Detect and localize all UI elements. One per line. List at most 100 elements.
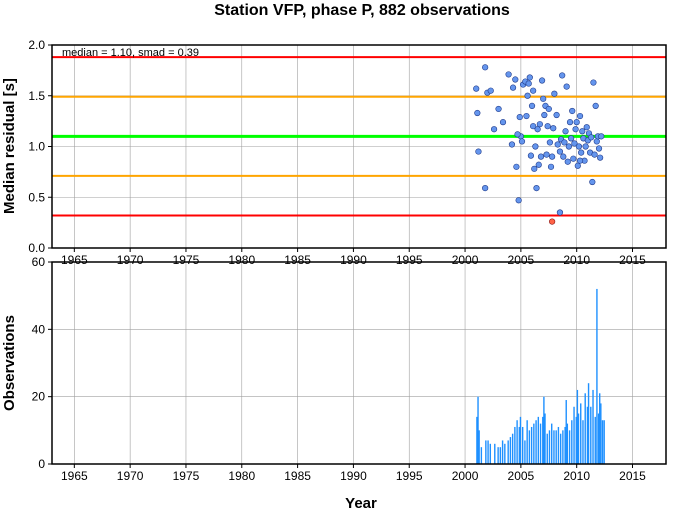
observation-bar bbox=[600, 403, 602, 464]
residual-point bbox=[566, 119, 574, 126]
residual-point bbox=[509, 84, 517, 91]
residual-point bbox=[576, 112, 584, 120]
residual-point bbox=[571, 140, 578, 147]
residual-point bbox=[568, 135, 575, 142]
residual-point bbox=[524, 92, 531, 99]
observation-bar bbox=[568, 430, 571, 464]
residual-point bbox=[482, 64, 489, 71]
observation-bar bbox=[477, 396, 479, 464]
residual-point bbox=[590, 79, 597, 86]
x-tick-label: 2005 bbox=[508, 469, 535, 483]
observation-bar bbox=[537, 416, 540, 464]
x-tick-label: 1980 bbox=[228, 469, 255, 483]
residual-point bbox=[576, 157, 584, 164]
x-tick-label: 2000 bbox=[452, 469, 479, 483]
residual-point bbox=[514, 131, 521, 138]
observation-bar bbox=[526, 420, 528, 464]
x-tick-label: 2015 bbox=[619, 469, 646, 483]
residual-point bbox=[551, 90, 558, 97]
residual-point bbox=[574, 162, 581, 169]
observation-bar bbox=[559, 433, 562, 464]
residual-point bbox=[559, 72, 566, 79]
residual-point bbox=[526, 74, 533, 81]
observation-bar bbox=[562, 430, 564, 464]
observation-bar bbox=[497, 447, 499, 464]
residual-point bbox=[550, 125, 557, 132]
residual-points bbox=[473, 64, 605, 225]
residual-point bbox=[588, 134, 595, 141]
residual-point bbox=[597, 154, 604, 161]
residual-point bbox=[535, 161, 542, 168]
residual-point bbox=[474, 109, 481, 117]
x-tick-label: 1965 bbox=[61, 469, 88, 483]
x-axis-label: Year bbox=[345, 495, 377, 511]
observation-bar bbox=[571, 420, 573, 464]
residual-point bbox=[540, 95, 547, 102]
y-tick-label: 0.5 bbox=[28, 190, 45, 204]
residual-point bbox=[553, 111, 560, 119]
residual-point bbox=[578, 149, 585, 156]
observations-y-label: Observations bbox=[1, 315, 18, 411]
observations-x-ticks: 1965 1970 1975 1980 1985 1990 1995 2000 2005 2010… bbox=[61, 464, 646, 483]
observation-bar bbox=[544, 413, 546, 464]
observation-bar bbox=[557, 426, 560, 464]
y-tick-label: 0.0 bbox=[28, 241, 45, 255]
observations-panel: 0 20 40 60 1965 1970 1975 1980 1985 1990 1995 2000… bbox=[1, 255, 667, 483]
residual-x-ticks: 1965 1970 1975 1980 1985 1990 1995 2000 2005 2010… bbox=[61, 248, 646, 267]
y-tick-label: 40 bbox=[32, 322, 46, 336]
observation-bar bbox=[566, 423, 569, 464]
median-annotation: median = 1.10, smad = 0.39 bbox=[62, 47, 199, 59]
observation-bar bbox=[511, 433, 514, 464]
observation-bar bbox=[555, 430, 557, 464]
observation-bar bbox=[599, 393, 601, 464]
y-tick-label: 1.0 bbox=[28, 140, 45, 154]
x-tick-label: 1965 bbox=[61, 253, 88, 267]
reference-lines bbox=[52, 56, 666, 217]
observation-bar bbox=[603, 420, 605, 464]
observation-bars bbox=[476, 288, 605, 464]
x-tick-label: 2015 bbox=[619, 253, 646, 267]
residual-y-ticks: 0.0 0.5 1.0 1.5 2.0 bbox=[28, 38, 52, 255]
residual-point bbox=[544, 123, 551, 130]
residual-point bbox=[547, 163, 555, 170]
residual-point bbox=[598, 133, 605, 140]
residual-point bbox=[564, 158, 571, 165]
observations-y-ticks: 0 20 40 60 bbox=[32, 255, 52, 471]
residual-point bbox=[556, 148, 564, 155]
residual-point bbox=[495, 105, 502, 113]
observation-bar bbox=[586, 406, 589, 464]
observation-bar bbox=[504, 443, 506, 464]
residual-point bbox=[533, 185, 540, 192]
residual-point bbox=[530, 87, 537, 94]
residual-point bbox=[482, 185, 489, 192]
x-tick-label: 1990 bbox=[340, 469, 367, 483]
observation-bar bbox=[597, 413, 600, 464]
x-tick-label: 1995 bbox=[396, 253, 423, 267]
x-tick-label: 1975 bbox=[173, 253, 200, 267]
residual-point bbox=[490, 126, 498, 133]
residual-point bbox=[536, 121, 543, 128]
x-tick-label: 1985 bbox=[284, 469, 311, 483]
observation-bar bbox=[519, 416, 522, 464]
x-tick-label: 1985 bbox=[284, 253, 311, 267]
residual-point bbox=[499, 119, 507, 126]
residual-point bbox=[582, 143, 589, 150]
observation-bar bbox=[575, 416, 577, 464]
residual-point bbox=[530, 123, 537, 130]
observation-bar bbox=[576, 389, 579, 464]
residual-point bbox=[562, 128, 569, 135]
residual-point bbox=[595, 145, 603, 152]
x-tick-label: 2000 bbox=[452, 253, 479, 267]
residual-point bbox=[508, 141, 516, 148]
residual-point bbox=[569, 107, 576, 115]
residual-point bbox=[473, 85, 480, 92]
observation-bar bbox=[548, 430, 551, 464]
x-tick-label: 2010 bbox=[563, 253, 590, 267]
chart-title: Station VFP, phase P, 882 observations bbox=[214, 2, 510, 19]
observation-bar bbox=[553, 430, 555, 464]
observation-bar bbox=[501, 440, 504, 464]
observation-bar bbox=[577, 413, 580, 464]
residual-point bbox=[515, 197, 522, 204]
residual-point bbox=[563, 83, 570, 90]
